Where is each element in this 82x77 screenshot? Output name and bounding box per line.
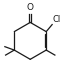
Text: O: O <box>27 3 34 12</box>
Text: Cl: Cl <box>53 15 61 24</box>
